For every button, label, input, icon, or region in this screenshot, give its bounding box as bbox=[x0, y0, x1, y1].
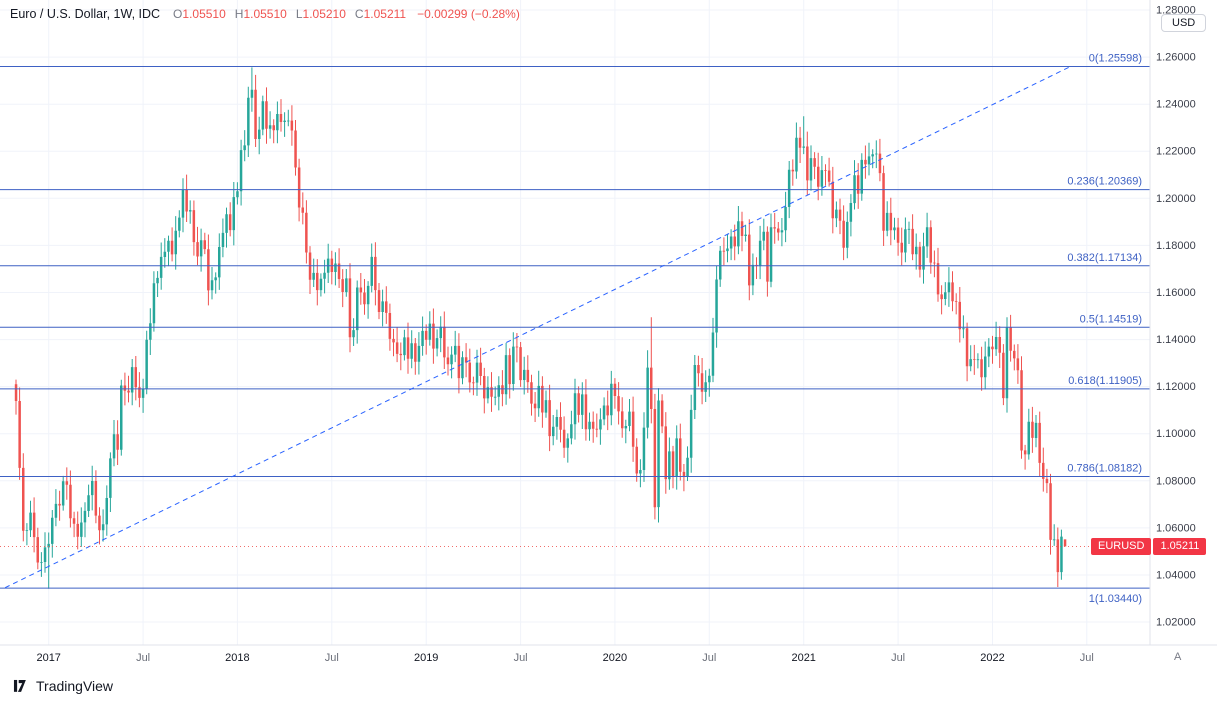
ohlc-high-value: 1.05510 bbox=[243, 7, 287, 21]
svg-text:1.24000: 1.24000 bbox=[1156, 99, 1196, 111]
svg-text:2018: 2018 bbox=[225, 652, 249, 664]
ohlc-open-value: 1.05510 bbox=[182, 7, 226, 21]
ohlc-close-value: 1.05211 bbox=[363, 7, 407, 21]
svg-text:Jul: Jul bbox=[136, 652, 150, 664]
svg-text:1(1.03440): 1(1.03440) bbox=[1089, 593, 1142, 605]
time-axis[interactable] bbox=[0, 645, 1217, 672]
svg-text:1.10000: 1.10000 bbox=[1156, 428, 1196, 440]
svg-text:2021: 2021 bbox=[791, 652, 815, 664]
ohlc-high: H1.05510 bbox=[235, 7, 287, 21]
ohlc-close-label: C bbox=[354, 7, 364, 21]
svg-text:0(1.25598): 0(1.25598) bbox=[1089, 53, 1142, 65]
ohlc-close: C1.05211 bbox=[355, 7, 406, 21]
svg-text:0.786(1.08182): 0.786(1.08182) bbox=[1067, 463, 1142, 475]
svg-text:1.16000: 1.16000 bbox=[1156, 287, 1196, 299]
svg-text:1.14000: 1.14000 bbox=[1156, 334, 1196, 346]
ohlc-low-value: 1.05210 bbox=[302, 7, 346, 21]
ohlc-open: O1.05510 bbox=[173, 7, 226, 21]
svg-text:0.382(1.17134): 0.382(1.17134) bbox=[1067, 252, 1142, 264]
svg-text:0.618(1.11905): 0.618(1.11905) bbox=[1068, 375, 1142, 387]
svg-text:Jul: Jul bbox=[514, 652, 528, 664]
svg-text:1.02000: 1.02000 bbox=[1156, 617, 1196, 629]
svg-text:1.08000: 1.08000 bbox=[1156, 475, 1196, 487]
last-price-flag: EURUSD 1.05211 bbox=[1091, 538, 1207, 555]
svg-text:1.06000: 1.06000 bbox=[1156, 522, 1196, 534]
svg-text:1.22000: 1.22000 bbox=[1156, 146, 1196, 158]
ohlc-open-label: O bbox=[173, 7, 183, 21]
svg-text:1.20000: 1.20000 bbox=[1156, 193, 1196, 205]
ohlc-low-label: L bbox=[295, 7, 303, 21]
svg-text:2017: 2017 bbox=[36, 652, 60, 664]
svg-text:Jul: Jul bbox=[702, 652, 716, 664]
ohlc-high-label: H bbox=[234, 7, 244, 21]
svg-text:2020: 2020 bbox=[603, 652, 627, 664]
svg-text:1.12000: 1.12000 bbox=[1156, 381, 1196, 393]
svg-text:2022: 2022 bbox=[980, 652, 1004, 664]
currency-usd-badge[interactable]: USD bbox=[1161, 14, 1207, 32]
svg-text:1.18000: 1.18000 bbox=[1156, 240, 1196, 252]
svg-text:0.5(1.14519): 0.5(1.14519) bbox=[1080, 313, 1142, 325]
footer-branding[interactable]: TradingView bbox=[10, 676, 113, 695]
svg-text:1.26000: 1.26000 bbox=[1156, 52, 1196, 64]
svg-text:0.236(1.20369): 0.236(1.20369) bbox=[1067, 176, 1142, 188]
svg-text:1.04000: 1.04000 bbox=[1156, 570, 1196, 582]
svg-text:Jul: Jul bbox=[891, 652, 905, 664]
ohlc-low: L1.05210 bbox=[296, 7, 346, 21]
tradingview-logo-icon bbox=[13, 679, 26, 692]
tradingview-wordmark[interactable]: TradingView bbox=[36, 677, 114, 694]
last-price-symbol: EURUSD bbox=[1091, 538, 1152, 555]
svg-text:Jul: Jul bbox=[325, 652, 339, 664]
ohlc-change-value: −0.00299 (−0.28%) bbox=[417, 7, 520, 21]
symbol-title[interactable]: Euro / U.S. Dollar, 1W, IDC bbox=[10, 7, 161, 21]
auto-scale-label[interactable]: A bbox=[1174, 651, 1182, 663]
svg-text:2019: 2019 bbox=[414, 652, 438, 664]
last-price-value: 1.05211 bbox=[1153, 538, 1207, 555]
symbol-legend[interactable]: Euro / U.S. Dollar, 1W, IDC O1.05510 H1.… bbox=[10, 7, 520, 21]
svg-text:Jul: Jul bbox=[1080, 652, 1094, 664]
svg-text:1.28000: 1.28000 bbox=[1156, 5, 1196, 17]
